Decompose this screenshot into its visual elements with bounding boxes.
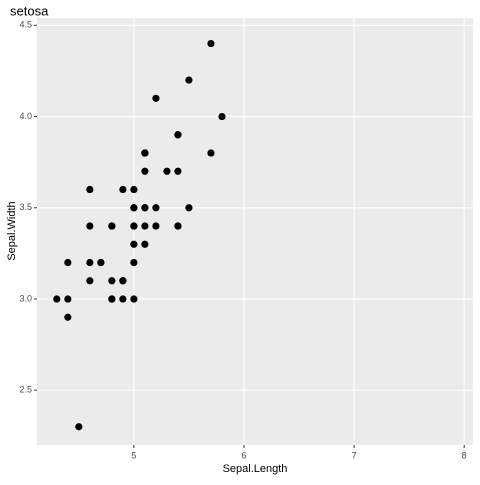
- point: [130, 185, 138, 194]
- point: [64, 295, 72, 303]
- y-tick-label: 3.0: [19, 293, 32, 303]
- x-tick-label: 8: [462, 450, 467, 460]
- point: [152, 94, 160, 102]
- point: [152, 204, 160, 212]
- point: [174, 222, 182, 230]
- point: [108, 295, 116, 303]
- x-tick-label: 6: [241, 450, 246, 460]
- chart-title: setosa: [10, 3, 49, 18]
- point: [64, 258, 72, 267]
- point: [130, 240, 138, 248]
- point: [207, 149, 215, 157]
- point: [86, 258, 94, 267]
- point: [119, 277, 127, 285]
- point: [141, 204, 149, 212]
- point: [108, 277, 116, 285]
- point: [86, 222, 94, 230]
- y-tick-label: 3.5: [19, 202, 32, 212]
- y-axis-label: Sepal.Width: [6, 201, 18, 260]
- x-axis-label: Sepal.Length: [223, 463, 288, 475]
- point: [152, 222, 160, 230]
- point: [141, 222, 149, 230]
- panel: [37, 18, 473, 445]
- point: [75, 423, 83, 431]
- point: [174, 131, 182, 139]
- point: [141, 240, 149, 248]
- point: [163, 167, 171, 175]
- point: [86, 277, 94, 285]
- point: [53, 295, 61, 303]
- point: [141, 149, 149, 157]
- point: [108, 222, 116, 230]
- point: [130, 204, 138, 212]
- point: [64, 313, 72, 321]
- y-tick-label: 4.5: [19, 20, 32, 30]
- point: [185, 204, 193, 212]
- point: [218, 112, 226, 121]
- point: [207, 39, 215, 48]
- point: [185, 76, 193, 84]
- point: [130, 295, 138, 303]
- point: [97, 258, 105, 267]
- point: [119, 185, 127, 194]
- point: [174, 167, 182, 175]
- point: [130, 258, 138, 267]
- point: [119, 295, 127, 303]
- x-tick-label: 7: [352, 450, 357, 460]
- point: [130, 222, 138, 230]
- y-tick-label: 4.0: [19, 111, 32, 121]
- x-tick-label: 5: [131, 450, 136, 460]
- point: [86, 185, 94, 194]
- point: [141, 167, 149, 175]
- y-tick-label: 2.5: [19, 385, 32, 395]
